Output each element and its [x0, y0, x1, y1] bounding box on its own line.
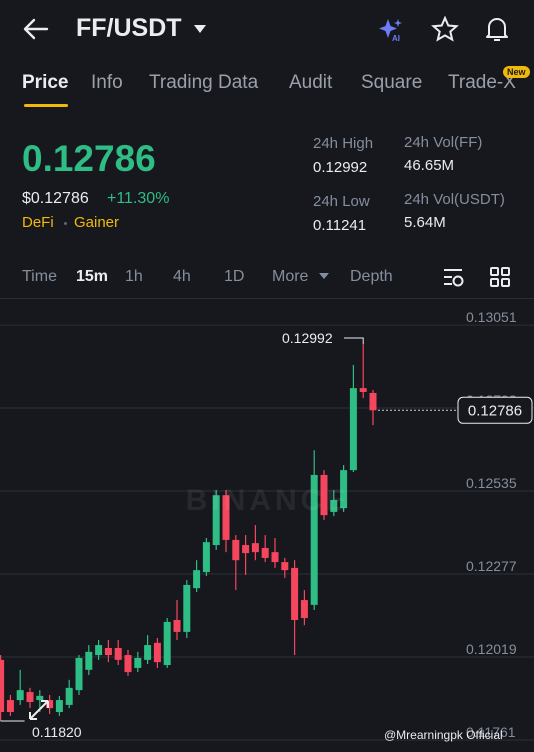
watermark: BINANCE — [186, 484, 351, 517]
tab[interactable]: Info — [91, 72, 123, 93]
interval[interactable]: 1h — [125, 268, 143, 285]
candle-body — [202, 542, 210, 573]
tab-active[interactable]: Price — [22, 72, 69, 93]
tag[interactable]: DeFi — [22, 214, 54, 231]
expand-icon[interactable] — [26, 697, 52, 723]
y-tick-label: 0.12535 — [466, 475, 517, 491]
price-tag-label: 0.12786 — [468, 402, 522, 419]
stat-label: 24h High — [313, 135, 374, 152]
candle-body — [124, 655, 132, 673]
alert-icon[interactable] — [483, 15, 511, 43]
candle-body — [65, 687, 73, 705]
interval[interactable]: More — [272, 268, 309, 285]
last-price: 0.12786 — [22, 138, 156, 179]
candle-body — [242, 545, 250, 554]
candle-body — [114, 647, 122, 660]
candle-body — [359, 388, 367, 392]
tag-separator — [64, 222, 67, 225]
price-change: +11.30% — [107, 190, 170, 207]
candle-body — [85, 651, 93, 670]
candle-body — [104, 647, 112, 656]
candle-body — [310, 474, 318, 605]
stat-value: 0.11241 — [313, 217, 367, 234]
symbol-dropdown[interactable] — [193, 24, 207, 34]
tab-underline — [24, 104, 68, 107]
y-tick-label: 0.12019 — [466, 641, 517, 657]
candle-body — [134, 657, 142, 668]
layout-icon[interactable] — [489, 266, 511, 288]
interval-active[interactable]: 15m — [76, 268, 109, 285]
candle-body — [55, 700, 63, 712]
candle-body — [349, 388, 357, 471]
back-button[interactable] — [22, 17, 50, 41]
candle-body — [320, 474, 328, 516]
favorite-icon[interactable] — [431, 16, 459, 42]
candle-body — [183, 584, 191, 632]
price-tag — [457, 396, 533, 424]
usd-price: $0.12786 — [22, 190, 89, 207]
stat-label: 24h Low — [313, 193, 370, 210]
candle-body — [251, 543, 259, 553]
more-dropdown[interactable] — [318, 272, 330, 280]
tab[interactable]: Trading Data — [149, 72, 259, 93]
candle-body — [0, 659, 5, 712]
candle-body — [193, 570, 201, 589]
stat-value: 46.65M — [404, 157, 455, 174]
interval[interactable]: 1D — [224, 268, 245, 285]
candle-body — [144, 645, 152, 660]
y-tick-label: 0.13051 — [466, 309, 517, 325]
indicator-icon[interactable] — [442, 266, 466, 288]
stat-label: 24h Vol(USDT) — [404, 191, 505, 208]
high-leader — [344, 337, 364, 345]
candle-body — [340, 470, 348, 509]
new-badge: New — [503, 66, 530, 78]
tag[interactable]: Gainer — [74, 214, 120, 231]
stat-label: 24h Vol(FF) — [404, 134, 483, 151]
candle-body — [281, 562, 289, 571]
symbol[interactable]: FF/USDT — [76, 14, 182, 42]
candle-body — [36, 695, 44, 701]
candlestick-chart: 0.117610.120190.122770.125350.127930.130… — [0, 309, 534, 741]
candle-body — [26, 692, 34, 703]
high-label: 0.12992 — [282, 330, 333, 346]
candle-body — [222, 495, 230, 540]
candle-body — [232, 539, 240, 561]
candle-body — [212, 495, 220, 546]
candle-body — [95, 645, 103, 656]
candle-body — [16, 690, 24, 701]
candle-body — [261, 547, 269, 558]
tab[interactable]: Audit — [289, 72, 333, 93]
interval[interactable]: 4h — [173, 268, 191, 285]
tab[interactable]: Trade-X — [448, 72, 516, 93]
candle-body — [271, 552, 279, 563]
interval[interactable]: Time — [22, 268, 57, 285]
candle-body — [173, 620, 181, 632]
candle-body — [369, 392, 377, 411]
divider — [0, 298, 534, 299]
svg-text:AI: AI — [392, 34, 400, 43]
candle-body — [330, 500, 338, 512]
y-tick-label: 0.11761 — [466, 724, 516, 740]
stat-value: 5.64M — [404, 214, 446, 231]
low-label: 0.11820 — [32, 724, 82, 740]
interval[interactable]: Depth — [350, 268, 393, 285]
y-tick-label: 0.12277 — [466, 558, 517, 574]
candle-body — [163, 621, 171, 666]
candle-body — [300, 600, 308, 619]
tab[interactable]: Square — [361, 72, 423, 93]
candle-body — [153, 642, 161, 663]
candle-body — [291, 567, 299, 620]
credit: @Mrearningpk Official — [384, 728, 503, 742]
candle-body — [46, 700, 54, 709]
ai-icon[interactable]: AI — [378, 17, 406, 43]
candle-body — [75, 657, 83, 691]
stat-value: 0.12992 — [313, 159, 368, 176]
candle-body — [6, 700, 14, 712]
